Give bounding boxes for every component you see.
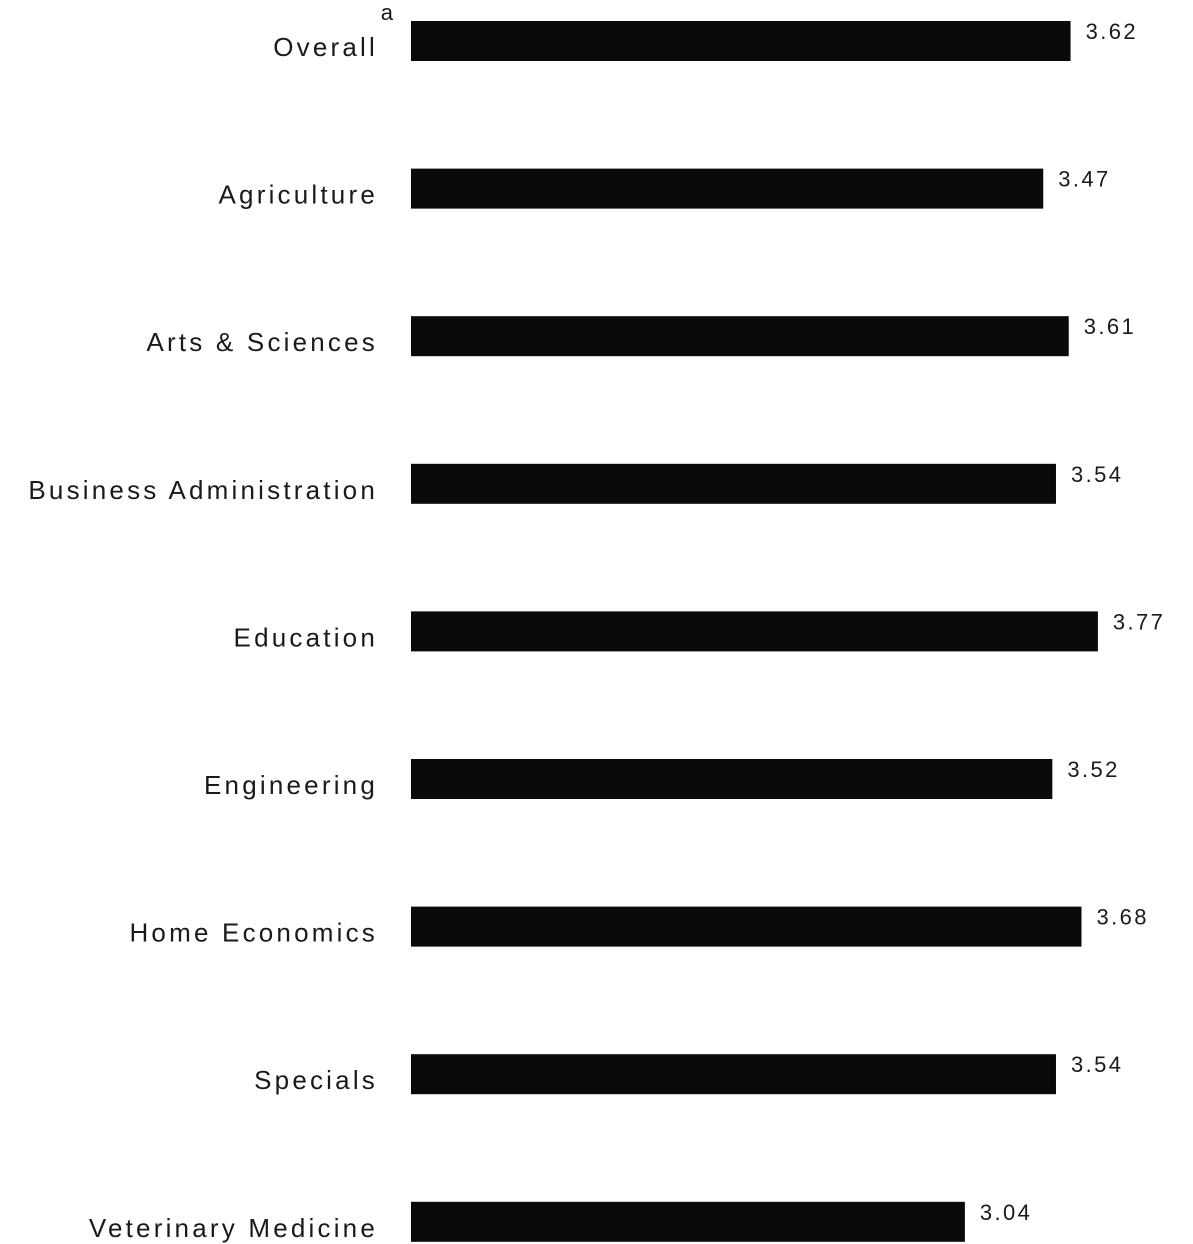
value-label-business-administration: 3.54 [1071, 462, 1123, 487]
value-label-arts-sciences: 3.61 [1084, 314, 1136, 339]
category-label-arts-sciences: Arts & Sciences [146, 327, 378, 357]
bar-business-administration [411, 463, 1056, 504]
category-label-home-economics: Home Economics [129, 918, 378, 948]
footnote-marker: a [381, 0, 394, 25]
bar-home-economics [411, 906, 1082, 947]
chart-layer: Overall 3.62 Agriculture 3.47 Arts & Science… [28, 0, 1165, 1243]
value-label-home-economics: 3.68 [1096, 905, 1148, 930]
bar-engineering [411, 759, 1053, 799]
bar-education [411, 611, 1098, 652]
value-label-engineering: 3.52 [1067, 757, 1119, 782]
category-label-overall: Overall [273, 32, 378, 62]
category-label-business-administration: Business Administration [28, 475, 378, 505]
value-label-overall: 3.62 [1086, 19, 1138, 44]
category-label-agriculture: Agriculture [219, 180, 378, 210]
category-label-specials: Specials [254, 1065, 378, 1095]
bar-veterinary-medicine [411, 1201, 965, 1242]
bar-overall [411, 21, 1071, 61]
bar-agriculture [411, 168, 1044, 209]
category-label-engineering: Engineering [204, 770, 378, 800]
value-label-specials: 3.54 [1071, 1052, 1123, 1077]
category-label-education: Education [234, 622, 378, 652]
bar-specials [411, 1054, 1056, 1095]
value-label-veterinary-medicine: 3.04 [980, 1200, 1032, 1225]
bar-arts-sciences [411, 316, 1069, 357]
value-label-agriculture: 3.47 [1058, 167, 1110, 192]
category-label-veterinary-medicine: Veterinary Medicine [89, 1213, 378, 1243]
value-label-education: 3.77 [1113, 609, 1165, 634]
